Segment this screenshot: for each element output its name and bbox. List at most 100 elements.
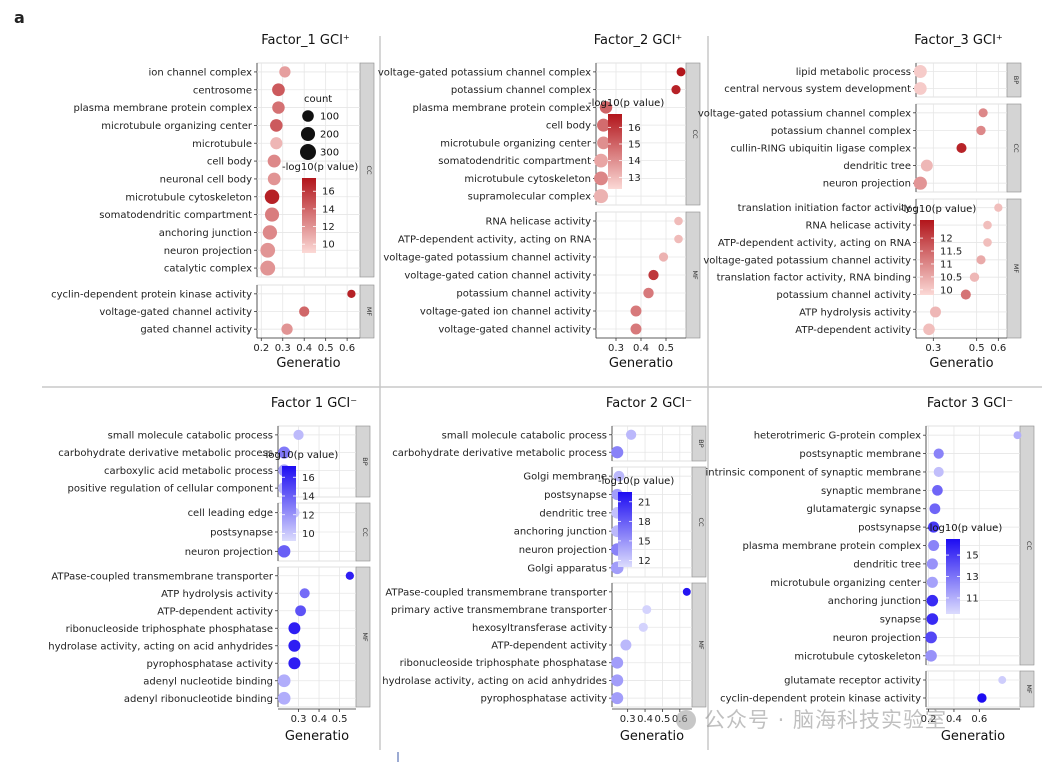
data-point xyxy=(295,605,306,617)
facet-strip-label: CC xyxy=(365,165,373,175)
color-legend-label: 10 xyxy=(940,285,953,296)
term-label: neuron projection xyxy=(823,179,911,190)
term-label: translation factor activity, RNA binding xyxy=(717,273,911,284)
x-tick-label: 0.5 xyxy=(318,343,334,354)
color-legend-label: 14 xyxy=(302,492,315,503)
data-point xyxy=(270,137,283,150)
data-point xyxy=(278,446,291,459)
term-label: small molecule catabolic process xyxy=(108,430,273,441)
size-legend: count 100 200 300 xyxy=(300,94,339,160)
data-point xyxy=(281,323,293,335)
color-legend-label: 13 xyxy=(628,173,641,184)
color-legend-bar xyxy=(946,539,960,614)
data-point xyxy=(611,692,624,705)
term-label: ATPase-coupled transmembrane transporter xyxy=(51,571,274,582)
facet-panel xyxy=(925,670,1021,708)
color-legend-label: 15 xyxy=(966,551,979,562)
data-point xyxy=(630,323,642,335)
term-label: microtubule organizing center xyxy=(440,138,592,149)
size-legend-title: count xyxy=(304,94,332,105)
term-label: hydrolase activity, acting on acid anhyd… xyxy=(48,641,273,652)
term-label: central nervous system development xyxy=(724,84,911,95)
term-label: ATP hydrolysis activity xyxy=(799,307,911,318)
data-point xyxy=(260,260,276,276)
color-legend-label: 16 xyxy=(322,187,335,198)
term-label: cell body xyxy=(207,157,252,168)
term-label: postsynaptic membrane xyxy=(799,449,921,460)
data-point xyxy=(998,676,1007,684)
data-point xyxy=(279,66,291,78)
data-point xyxy=(611,656,624,669)
color-legend-label: 12 xyxy=(940,234,953,245)
color-legend-title: -log10(p value) xyxy=(598,476,674,487)
facet-strip xyxy=(355,566,371,708)
term-label: microtubule organizing center xyxy=(101,121,253,132)
watermark-text: 公众号 · 脑海科技实验室 xyxy=(704,708,948,732)
facet-mf: MF translation initiation factor activity… xyxy=(703,198,1022,339)
data-point xyxy=(956,142,967,154)
data-point xyxy=(925,650,937,662)
x-axis-title: Generatio xyxy=(929,356,993,371)
facet-panel xyxy=(277,566,357,708)
x-tick-label: 0.6 xyxy=(990,343,1006,354)
facet-strip-label: CC xyxy=(1012,143,1020,153)
term-label: glutamatergic synapse xyxy=(807,504,922,515)
data-point xyxy=(643,287,654,299)
term-label: dendritic tree xyxy=(843,161,911,172)
data-point xyxy=(913,65,927,78)
data-point xyxy=(642,605,652,615)
data-point xyxy=(277,674,291,688)
data-point xyxy=(594,153,608,168)
term-label: voltage-gated potassium channel complex xyxy=(698,108,911,119)
color-legend-label: 11 xyxy=(940,259,953,270)
term-label: intrinsic component of synaptic membrane xyxy=(705,467,921,478)
data-point xyxy=(923,323,935,336)
term-label: neuronal cell body xyxy=(160,174,252,185)
data-point xyxy=(994,203,1003,212)
data-point xyxy=(272,83,285,97)
color-legend-bar xyxy=(302,178,316,253)
data-point xyxy=(638,622,648,632)
data-point xyxy=(288,657,301,670)
data-point xyxy=(299,306,310,317)
data-point xyxy=(674,216,683,226)
term-label: microtubule organizing center xyxy=(770,578,922,589)
data-point xyxy=(288,622,301,635)
term-label: RNA helicase activity xyxy=(805,221,911,232)
data-point xyxy=(929,503,941,515)
data-point xyxy=(288,639,301,652)
size-legend-label: 200 xyxy=(320,130,339,141)
term-label: carboxylic acid metabolic process xyxy=(104,466,273,477)
color-legend-label: 16 xyxy=(302,473,315,484)
data-point xyxy=(674,234,683,244)
color-legend-label: 15 xyxy=(628,140,641,151)
data-point xyxy=(671,85,681,95)
color-legend-label: 16 xyxy=(628,123,641,134)
data-point xyxy=(264,189,280,204)
facet-strip-label: BP xyxy=(697,439,705,447)
term-label: cell body xyxy=(546,121,591,132)
term-label: microtubule xyxy=(192,139,252,150)
color-legend-bar xyxy=(282,466,296,541)
panel-letter: a xyxy=(14,8,25,27)
term-label: Golgi membrane xyxy=(523,472,607,483)
color-legend: -log10(p value) 12 15 18 21 xyxy=(598,476,674,567)
data-point xyxy=(270,119,283,132)
term-label: cyclin-dependent protein kinase activity xyxy=(720,694,921,705)
data-point xyxy=(272,101,285,114)
data-point xyxy=(933,466,944,477)
facet-mf: MF ATPase-coupled transmembrane transport… xyxy=(48,566,371,708)
term-label: ATP-dependent activity, acting on RNA xyxy=(398,235,591,246)
facet-strip xyxy=(1006,198,1022,339)
term-label: dendritic tree xyxy=(853,559,921,570)
data-point xyxy=(913,176,927,190)
facet-strip-label: MF xyxy=(1025,684,1033,694)
data-point xyxy=(926,594,939,607)
term-label: cullin-RING ubiquitin ligase complex xyxy=(730,144,911,155)
term-label: synaptic membrane xyxy=(821,486,921,497)
data-point xyxy=(597,136,610,150)
facet-strip xyxy=(691,425,707,462)
x-axis: 0.3 0.4 0.5 Generatio xyxy=(278,708,356,744)
x-tick-label: 0.3 xyxy=(608,343,624,354)
data-point xyxy=(593,189,609,204)
